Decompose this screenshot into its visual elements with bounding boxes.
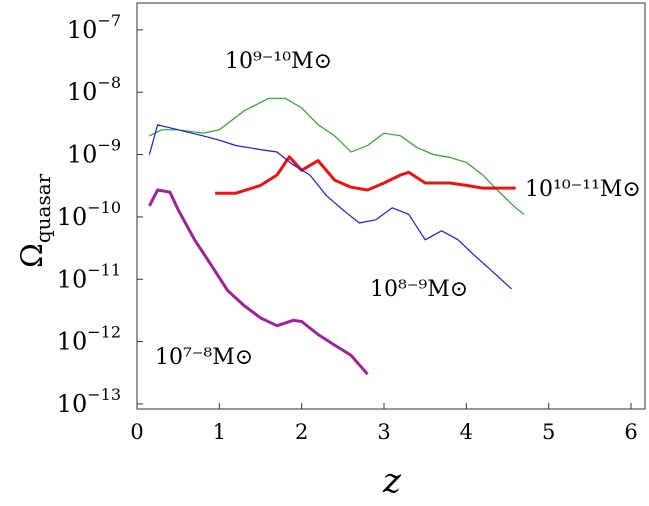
y-tick-label: 10−9 [67, 136, 121, 169]
x-axis-label: z [382, 461, 402, 501]
series-label: 10⁹⁻¹⁰M⊙ [225, 49, 332, 74]
y-tick-label: 10−11 [57, 260, 121, 293]
y-axis-label: Ωquasar [15, 173, 55, 268]
x-tick-label: 0 [130, 420, 143, 444]
x-tick-label: 5 [542, 420, 555, 444]
y-tick-label: 10−13 [57, 385, 121, 418]
x-tick-label: 3 [377, 420, 390, 444]
y-tick-label: 10−7 [67, 11, 121, 44]
series-label: 10⁷⁻⁸M⊙ [155, 345, 253, 370]
y-tick-label: 10−12 [57, 323, 121, 356]
y-tick-label: 10−10 [57, 198, 121, 231]
x-tick-label: 2 [295, 420, 308, 444]
series-line [149, 97, 525, 215]
series-line [148, 124, 513, 290]
series-label: 10⁸⁻⁹M⊙ [370, 277, 468, 302]
series-line [215, 155, 516, 195]
y-tick-label: 10−8 [67, 73, 121, 106]
x-tick-label: 1 [213, 420, 226, 444]
series-line [148, 188, 369, 376]
x-tick-label: 6 [624, 420, 637, 444]
x-tick-label: 4 [460, 420, 473, 444]
series-label: 10¹⁰⁻¹¹M⊙ [525, 177, 641, 202]
plot-frame [136, 2, 646, 410]
